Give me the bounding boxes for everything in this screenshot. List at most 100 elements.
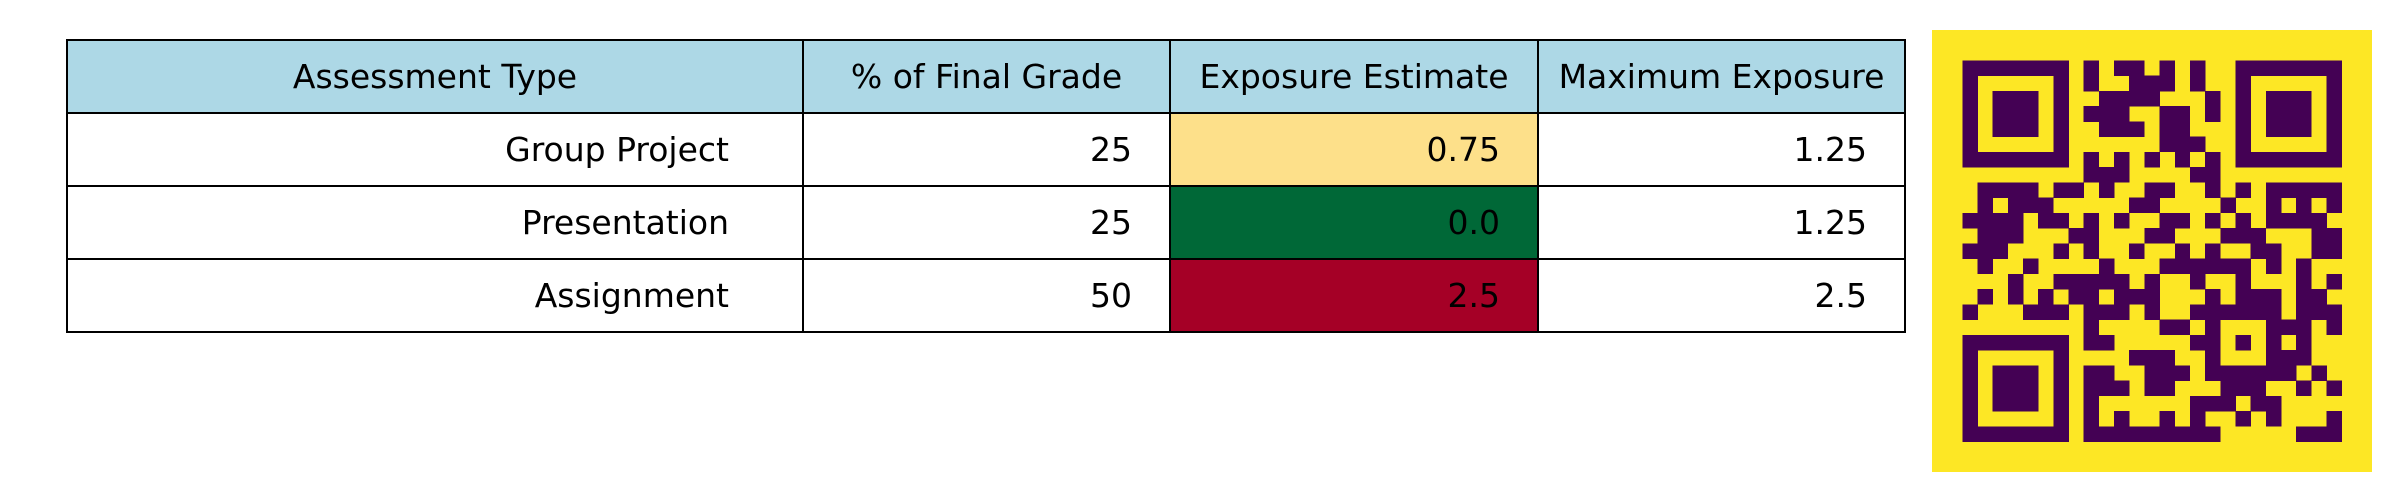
qr-module bbox=[2189, 273, 2206, 290]
qr-module bbox=[2007, 90, 2024, 107]
qr-module bbox=[2159, 411, 2176, 427]
qr-module bbox=[2280, 121, 2297, 137]
qr-module bbox=[2007, 197, 2024, 214]
table-row: Presentation 25 0.0 1.25 bbox=[66, 185, 1906, 260]
qr-module bbox=[2235, 334, 2251, 351]
qr-module bbox=[2159, 258, 2176, 275]
qr-module bbox=[1992, 365, 2009, 381]
qr-module bbox=[2265, 182, 2282, 198]
qr-module bbox=[1962, 136, 1978, 153]
qr-module bbox=[2159, 75, 2176, 92]
qr-module bbox=[2129, 90, 2145, 107]
qr-module bbox=[2189, 167, 2206, 183]
qr-module bbox=[2189, 136, 2206, 153]
qr-module bbox=[1962, 60, 1978, 77]
qr-module bbox=[2205, 289, 2221, 305]
qr-module bbox=[2235, 365, 2251, 381]
qr-module bbox=[2098, 258, 2115, 275]
qr-module bbox=[2265, 60, 2282, 77]
qr-module bbox=[2205, 395, 2221, 412]
qr-module bbox=[2023, 334, 2039, 351]
qr-module bbox=[2205, 334, 2221, 351]
qr-module bbox=[2235, 106, 2251, 122]
qr-module bbox=[1977, 289, 1993, 305]
qr-module bbox=[2296, 304, 2312, 320]
grade-exposure-table: Assessment Type % of Final Grade Exposur… bbox=[66, 39, 1906, 333]
qr-module bbox=[2023, 106, 2039, 122]
qr-module bbox=[1977, 182, 1993, 198]
qr-module bbox=[2007, 228, 2024, 244]
qr-module bbox=[2265, 243, 2282, 259]
qr-module bbox=[2235, 182, 2251, 198]
qr-module bbox=[2098, 90, 2115, 107]
qr-module bbox=[2098, 426, 2115, 442]
qr-module bbox=[2068, 182, 2085, 198]
qr-module bbox=[2326, 60, 2342, 77]
exposure-estimate-cell: 0.75 bbox=[1169, 112, 1539, 187]
column-header-maximum-exposure: Maximum Exposure bbox=[1537, 39, 1906, 114]
qr-module bbox=[2311, 365, 2327, 381]
qr-module bbox=[2098, 334, 2115, 351]
qr-module bbox=[2235, 258, 2251, 275]
qr-module bbox=[2129, 350, 2145, 366]
qr-module bbox=[2129, 60, 2145, 77]
qr-module bbox=[2296, 334, 2312, 351]
qr-module bbox=[2235, 411, 2251, 427]
qr-module bbox=[2114, 167, 2130, 183]
qr-module bbox=[2280, 151, 2297, 168]
qr-module bbox=[2098, 273, 2115, 290]
qr-module bbox=[2114, 212, 2130, 229]
qr-module bbox=[2220, 258, 2236, 275]
qr-module bbox=[2311, 182, 2327, 198]
grade-exposure-table-container: Assessment Type % of Final Grade Exposur… bbox=[66, 39, 1906, 333]
qr-module bbox=[2189, 75, 2206, 92]
qr-module bbox=[1962, 151, 1978, 168]
qr-module bbox=[2159, 380, 2176, 397]
table-row: Group Project 25 0.75 1.25 bbox=[66, 112, 1906, 187]
qr-module bbox=[2053, 395, 2069, 412]
qr-module bbox=[2083, 334, 2100, 351]
qr-module bbox=[2083, 395, 2100, 412]
qr-module bbox=[2038, 197, 2054, 214]
assessment-type-cell: Presentation bbox=[66, 185, 804, 260]
qr-module bbox=[2053, 212, 2069, 229]
maximum-exposure-cell: 1.25 bbox=[1537, 185, 1906, 260]
qr-module bbox=[2114, 304, 2130, 320]
qr-module bbox=[2007, 182, 2024, 198]
qr-module bbox=[2326, 273, 2342, 290]
qr-module bbox=[2189, 304, 2206, 320]
qr-module bbox=[2023, 182, 2039, 198]
qr-module bbox=[2129, 75, 2145, 92]
qr-module bbox=[2250, 60, 2267, 77]
qr-module bbox=[2007, 426, 2024, 442]
qr-module bbox=[2296, 151, 2312, 168]
qr-module bbox=[2205, 258, 2221, 275]
qr-module bbox=[2235, 151, 2251, 168]
column-header-assessment-type: Assessment Type bbox=[66, 39, 804, 114]
qr-module bbox=[2114, 426, 2130, 442]
qr-module bbox=[2114, 273, 2130, 290]
qr-module bbox=[2280, 365, 2297, 381]
qr-module bbox=[2265, 334, 2282, 351]
percent-final-grade-cell: 25 bbox=[802, 185, 1171, 260]
qr-module bbox=[1992, 228, 2009, 244]
qr-module bbox=[2114, 90, 2130, 107]
qr-module bbox=[2053, 90, 2069, 107]
qr-module bbox=[2326, 228, 2342, 244]
qr-module bbox=[2174, 258, 2191, 275]
qr-module bbox=[2053, 304, 2069, 320]
qr-module bbox=[2007, 289, 2024, 305]
qr-module bbox=[2007, 395, 2024, 412]
qr-module bbox=[2311, 60, 2327, 77]
qr-module bbox=[2235, 90, 2251, 107]
qr-module bbox=[2205, 350, 2221, 366]
qr-module bbox=[2220, 228, 2236, 244]
qr-module bbox=[2220, 197, 2236, 214]
qr-module bbox=[2007, 106, 2024, 122]
qr-module bbox=[2280, 212, 2297, 229]
qr-module bbox=[2053, 182, 2069, 198]
qr-module bbox=[1992, 151, 2009, 168]
qr-module bbox=[2053, 334, 2069, 351]
qr-module bbox=[2220, 380, 2236, 397]
qr-module bbox=[2311, 304, 2327, 320]
